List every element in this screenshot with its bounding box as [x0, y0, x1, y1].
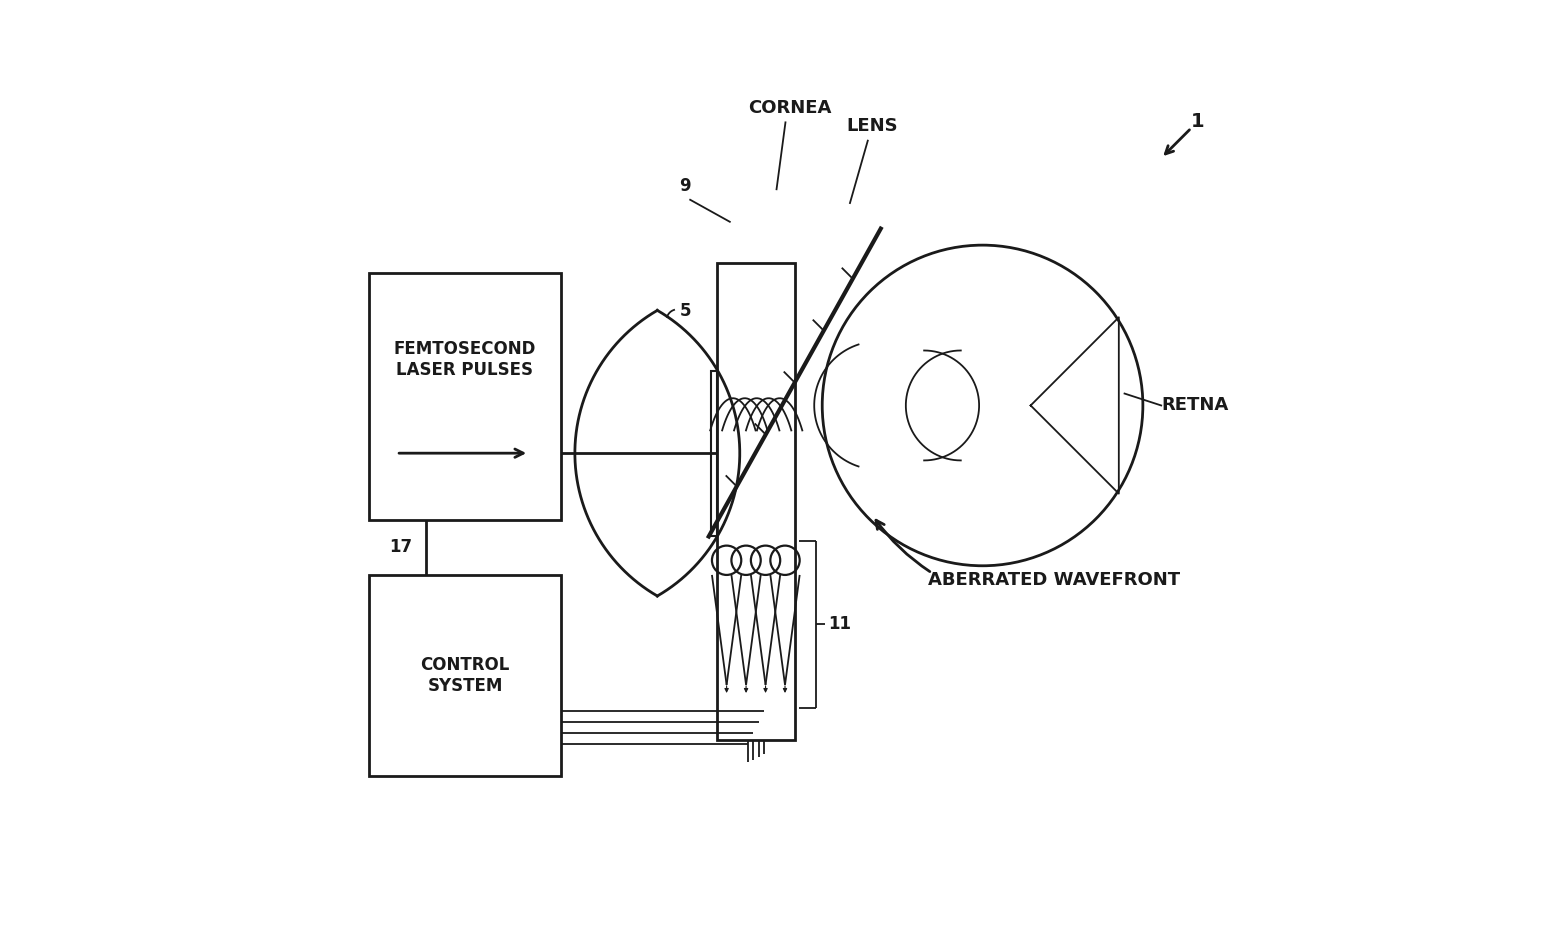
Text: LENS: LENS — [847, 117, 898, 135]
Text: 9: 9 — [679, 177, 690, 194]
Text: FEMTOSECOND
LASER PULSES: FEMTOSECOND LASER PULSES — [394, 339, 536, 379]
Text: 5: 5 — [679, 302, 692, 320]
Bar — [369, 575, 561, 777]
Text: 17: 17 — [389, 538, 412, 556]
Text: 1: 1 — [1190, 112, 1204, 131]
Text: CORNEA: CORNEA — [748, 99, 833, 117]
Bar — [369, 272, 561, 520]
Text: ABERRATED WAVEFRONT: ABERRATED WAVEFRONT — [928, 570, 1179, 589]
Bar — [711, 371, 717, 536]
Text: CONTROL
SYSTEM: CONTROL SYSTEM — [420, 657, 509, 695]
Text: 11: 11 — [828, 616, 851, 633]
Text: RETNA: RETNA — [1161, 396, 1228, 415]
Bar — [717, 263, 795, 740]
